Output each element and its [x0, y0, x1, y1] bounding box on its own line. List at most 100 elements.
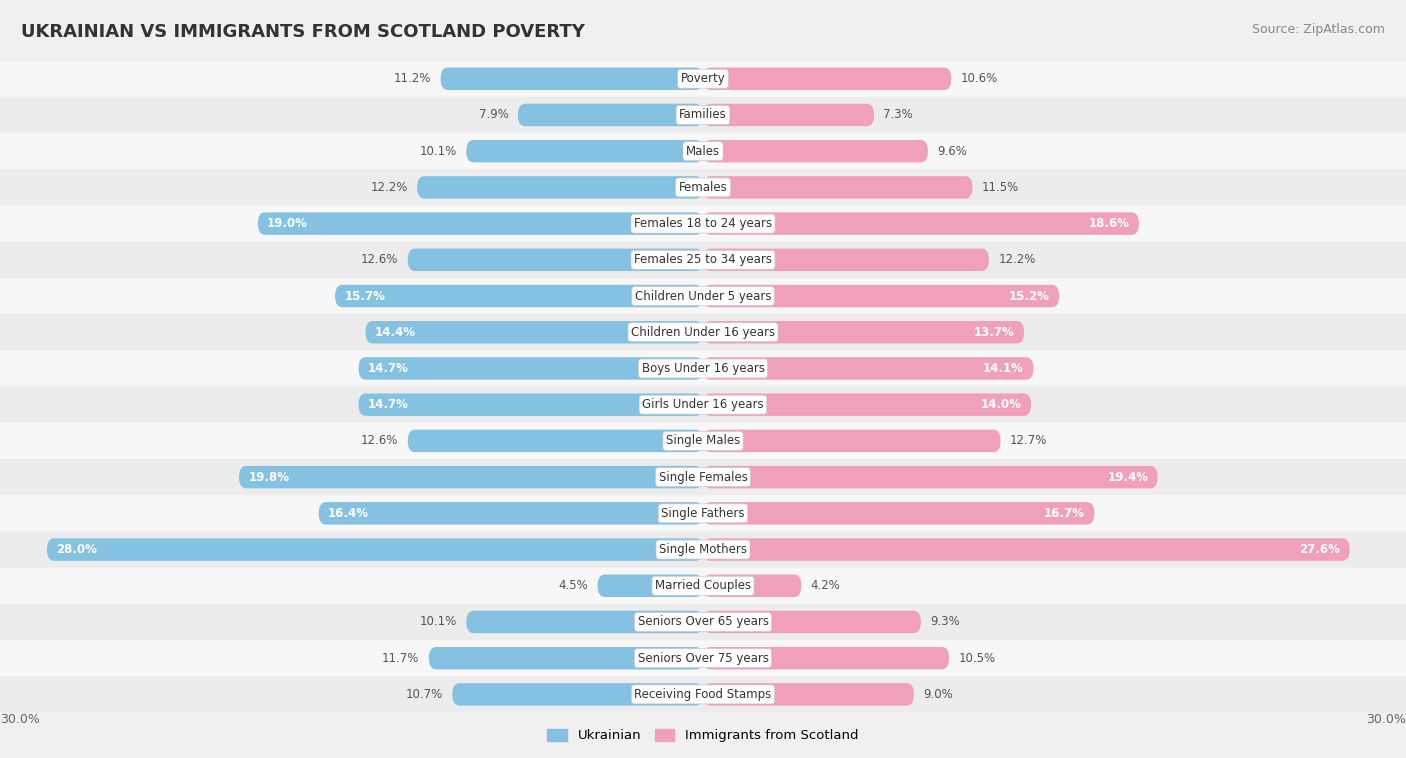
FancyBboxPatch shape [703, 502, 1094, 525]
Text: 10.5%: 10.5% [959, 652, 995, 665]
FancyBboxPatch shape [0, 133, 1406, 169]
Text: 4.5%: 4.5% [558, 579, 588, 592]
FancyBboxPatch shape [408, 430, 703, 452]
Text: 11.5%: 11.5% [981, 181, 1019, 194]
Text: 14.0%: 14.0% [981, 398, 1022, 411]
FancyBboxPatch shape [453, 683, 703, 706]
Text: 15.7%: 15.7% [344, 290, 385, 302]
Text: Females 18 to 24 years: Females 18 to 24 years [634, 217, 772, 230]
FancyBboxPatch shape [0, 314, 1406, 350]
Text: Single Males: Single Males [666, 434, 740, 447]
Text: 30.0%: 30.0% [0, 713, 39, 725]
Text: Boys Under 16 years: Boys Under 16 years [641, 362, 765, 375]
Text: 12.7%: 12.7% [1010, 434, 1047, 447]
FancyBboxPatch shape [703, 212, 1139, 235]
Text: 14.7%: 14.7% [368, 398, 409, 411]
FancyBboxPatch shape [0, 278, 1406, 314]
Text: 13.7%: 13.7% [974, 326, 1015, 339]
FancyBboxPatch shape [0, 61, 1406, 97]
FancyBboxPatch shape [703, 430, 1001, 452]
FancyBboxPatch shape [418, 176, 703, 199]
FancyBboxPatch shape [0, 604, 1406, 640]
FancyBboxPatch shape [0, 495, 1406, 531]
Text: 7.3%: 7.3% [883, 108, 912, 121]
FancyBboxPatch shape [703, 321, 1024, 343]
Text: 10.6%: 10.6% [960, 72, 998, 85]
FancyBboxPatch shape [0, 640, 1406, 676]
Text: 10.1%: 10.1% [420, 615, 457, 628]
Text: Married Couples: Married Couples [655, 579, 751, 592]
Legend: Ukrainian, Immigrants from Scotland: Ukrainian, Immigrants from Scotland [543, 724, 863, 747]
Text: 14.4%: 14.4% [375, 326, 416, 339]
Text: Males: Males [686, 145, 720, 158]
FancyBboxPatch shape [703, 575, 801, 597]
Text: Receiving Food Stamps: Receiving Food Stamps [634, 688, 772, 701]
Text: 15.2%: 15.2% [1010, 290, 1050, 302]
FancyBboxPatch shape [366, 321, 703, 343]
FancyBboxPatch shape [0, 242, 1406, 278]
FancyBboxPatch shape [257, 212, 703, 235]
Text: 14.7%: 14.7% [368, 362, 409, 375]
Text: 11.7%: 11.7% [382, 652, 419, 665]
FancyBboxPatch shape [440, 67, 703, 90]
FancyBboxPatch shape [0, 97, 1406, 133]
FancyBboxPatch shape [467, 140, 703, 162]
FancyBboxPatch shape [0, 531, 1406, 568]
Text: 9.0%: 9.0% [924, 688, 953, 701]
Text: 10.1%: 10.1% [420, 145, 457, 158]
Text: Females: Females [679, 181, 727, 194]
FancyBboxPatch shape [703, 647, 949, 669]
FancyBboxPatch shape [703, 466, 1157, 488]
Text: 12.2%: 12.2% [998, 253, 1036, 266]
FancyBboxPatch shape [0, 205, 1406, 242]
Text: Single Mothers: Single Mothers [659, 543, 747, 556]
Text: Girls Under 16 years: Girls Under 16 years [643, 398, 763, 411]
FancyBboxPatch shape [703, 611, 921, 633]
Text: 10.7%: 10.7% [406, 688, 443, 701]
Text: 16.7%: 16.7% [1045, 507, 1085, 520]
Text: 9.3%: 9.3% [931, 615, 960, 628]
FancyBboxPatch shape [46, 538, 703, 561]
FancyBboxPatch shape [0, 676, 1406, 713]
Text: Families: Families [679, 108, 727, 121]
FancyBboxPatch shape [703, 67, 952, 90]
Text: 19.0%: 19.0% [267, 217, 308, 230]
FancyBboxPatch shape [335, 285, 703, 307]
Text: 11.2%: 11.2% [394, 72, 432, 85]
Text: 4.2%: 4.2% [811, 579, 841, 592]
Text: 12.6%: 12.6% [361, 434, 398, 447]
Text: Single Females: Single Females [658, 471, 748, 484]
FancyBboxPatch shape [703, 683, 914, 706]
Text: 18.6%: 18.6% [1088, 217, 1129, 230]
Text: 12.2%: 12.2% [370, 181, 408, 194]
FancyBboxPatch shape [703, 104, 875, 126]
FancyBboxPatch shape [517, 104, 703, 126]
FancyBboxPatch shape [408, 249, 703, 271]
Text: Females 25 to 34 years: Females 25 to 34 years [634, 253, 772, 266]
Text: 12.6%: 12.6% [361, 253, 398, 266]
Text: Seniors Over 65 years: Seniors Over 65 years [637, 615, 769, 628]
FancyBboxPatch shape [0, 387, 1406, 423]
FancyBboxPatch shape [429, 647, 703, 669]
Text: Seniors Over 75 years: Seniors Over 75 years [637, 652, 769, 665]
FancyBboxPatch shape [319, 502, 703, 525]
FancyBboxPatch shape [239, 466, 703, 488]
FancyBboxPatch shape [0, 423, 1406, 459]
FancyBboxPatch shape [467, 611, 703, 633]
FancyBboxPatch shape [703, 249, 988, 271]
Text: 28.0%: 28.0% [56, 543, 97, 556]
FancyBboxPatch shape [598, 575, 703, 597]
FancyBboxPatch shape [0, 350, 1406, 387]
FancyBboxPatch shape [703, 538, 1350, 561]
Text: UKRAINIAN VS IMMIGRANTS FROM SCOTLAND POVERTY: UKRAINIAN VS IMMIGRANTS FROM SCOTLAND PO… [21, 23, 585, 41]
Text: Children Under 5 years: Children Under 5 years [634, 290, 772, 302]
FancyBboxPatch shape [359, 357, 703, 380]
FancyBboxPatch shape [703, 176, 973, 199]
Text: 19.8%: 19.8% [249, 471, 290, 484]
FancyBboxPatch shape [703, 357, 1033, 380]
Text: 19.4%: 19.4% [1108, 471, 1149, 484]
Text: Source: ZipAtlas.com: Source: ZipAtlas.com [1251, 23, 1385, 36]
Text: 27.6%: 27.6% [1299, 543, 1340, 556]
Text: 16.4%: 16.4% [328, 507, 368, 520]
FancyBboxPatch shape [703, 140, 928, 162]
